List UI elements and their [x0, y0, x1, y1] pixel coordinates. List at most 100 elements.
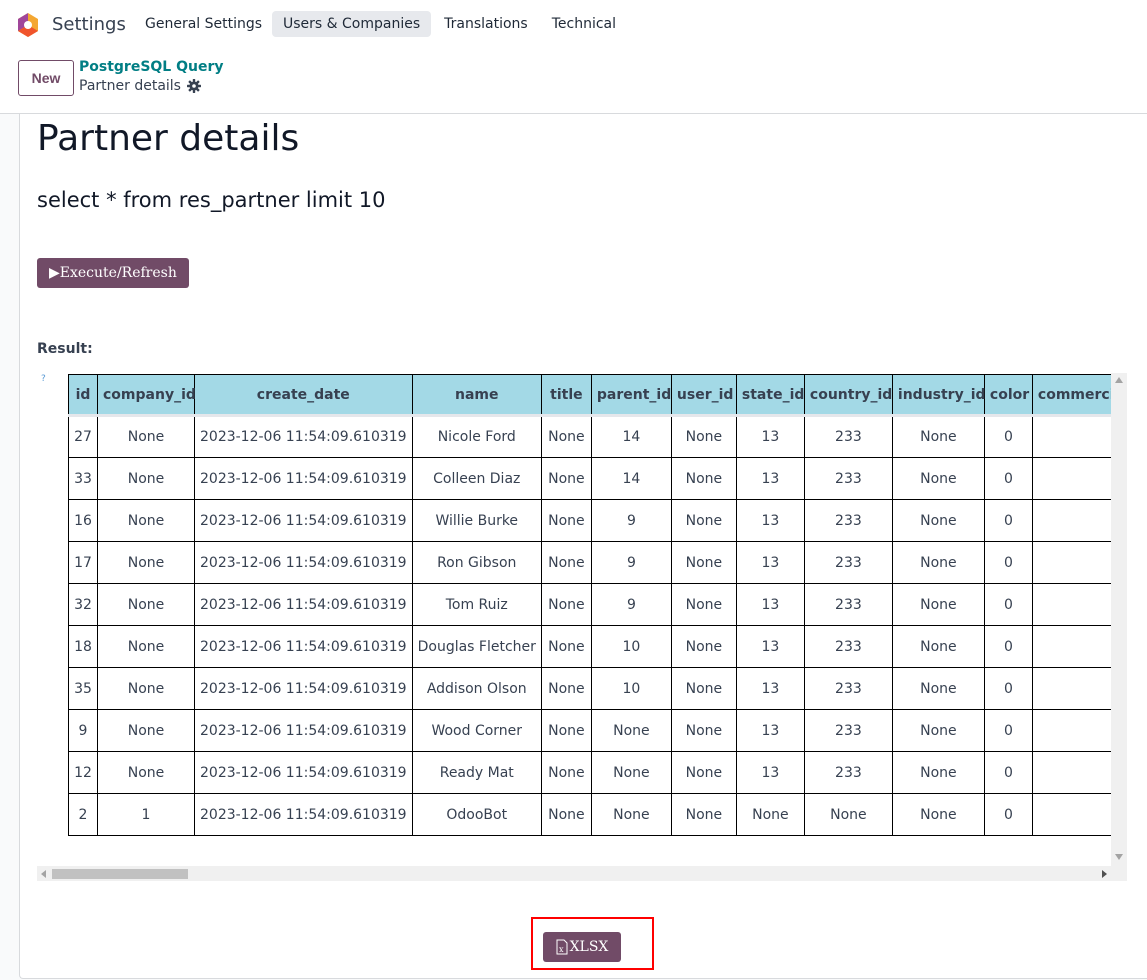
cell-id: 32 — [68, 583, 98, 626]
cell-id: 12 — [68, 751, 98, 794]
column-header-parent_id[interactable]: parent_id — [590, 374, 672, 417]
cell-country_id: 233 — [803, 541, 893, 584]
cell-user_id: None — [670, 709, 737, 752]
cell-industry_id: None — [891, 709, 985, 752]
cell-parent_id: None — [590, 709, 672, 752]
cell-industry_id: None — [891, 457, 985, 500]
scroll-left-arrow-icon[interactable] — [41, 870, 46, 878]
column-header-country_id[interactable]: country_id — [803, 374, 893, 417]
page-title: Partner details — [37, 118, 300, 159]
cell-state_id: 13 — [735, 541, 805, 584]
cell-title: None — [540, 751, 592, 794]
table-row: 18 None 2023-12-06 11:54:09.610319 Douglas … — [68, 625, 1111, 668]
cell-user_id: None — [670, 457, 737, 500]
cell-state_id: 13 — [735, 709, 805, 752]
column-header-id[interactable]: id — [68, 374, 98, 417]
cell-parent_id: 14 — [590, 457, 672, 500]
cell-create_date: 2023-12-06 11:54:09.610319 — [194, 457, 413, 500]
cell-user_id: None — [670, 499, 737, 542]
cell-id: 27 — [68, 415, 98, 458]
scroll-up-arrow-icon[interactable] — [1115, 377, 1123, 383]
column-header-commercial[interactable]: commercial_ — [1031, 374, 1111, 417]
scroll-down-arrow-icon[interactable] — [1115, 854, 1123, 860]
cell-commercial: 2 — [1031, 793, 1111, 836]
horizontal-scrollbar[interactable] — [37, 866, 1127, 881]
cell-create_date: 2023-12-06 11:54:09.610319 — [194, 709, 413, 752]
cell-name: Willie Burke — [411, 499, 542, 542]
help-tooltip-mark[interactable]: ? — [41, 374, 46, 384]
cell-color: 0 — [983, 625, 1033, 668]
column-header-color[interactable]: color — [983, 374, 1033, 417]
cell-state_id: None — [735, 793, 805, 836]
cell-state_id: 13 — [735, 667, 805, 710]
vertical-scrollbar[interactable] — [1111, 373, 1127, 866]
cell-country_id: 233 — [803, 499, 893, 542]
cell-id: 9 — [68, 709, 98, 752]
execute-label: Execute/Refresh — [59, 265, 177, 281]
cell-user_id: None — [670, 541, 737, 584]
cell-parent_id: 10 — [590, 667, 672, 710]
table-row: 32 None 2023-12-06 11:54:09.610319 Tom Ruiz… — [68, 583, 1111, 626]
svg-text:x: x — [559, 945, 564, 954]
cell-title: None — [540, 415, 592, 458]
execute-refresh-button[interactable]: ▶ Execute/Refresh — [37, 258, 189, 288]
cell-parent_id: 9 — [590, 583, 672, 626]
cell-create_date: 2023-12-06 11:54:09.610319 — [194, 541, 413, 584]
gear-icon[interactable] — [186, 79, 201, 93]
cell-user_id: None — [670, 751, 737, 794]
column-header-industry_id[interactable]: industry_id — [891, 374, 986, 417]
cell-state_id: 13 — [735, 751, 805, 794]
cell-country_id: 233 — [803, 709, 893, 752]
cell-id: 18 — [68, 625, 98, 668]
cell-name: Ron Gibson — [411, 541, 542, 584]
scroll-right-arrow-icon[interactable] — [1102, 870, 1107, 878]
menu-translations[interactable]: Translations — [444, 16, 528, 32]
table-row: 17 None 2023-12-06 11:54:09.610319 Ron Gibs… — [68, 541, 1111, 584]
cell-commercial: 1 — [1031, 457, 1111, 500]
cell-id: 17 — [68, 541, 98, 584]
cell-company_id: None — [97, 625, 195, 668]
new-button[interactable]: New — [18, 60, 74, 96]
cell-user_id: None — [670, 793, 737, 836]
app-name[interactable]: Settings — [52, 14, 126, 35]
odoo-app-logo-icon[interactable] — [17, 13, 39, 37]
cell-industry_id: None — [891, 583, 985, 626]
cell-company_id: None — [97, 751, 195, 794]
breadcrumb-current: Partner details — [79, 78, 201, 94]
main-menu: General Settings Users & Companies Trans… — [145, 11, 629, 37]
cell-parent_id: None — [590, 751, 672, 794]
form-sheet: Partner details select * from res_partne… — [19, 114, 1147, 979]
cell-id: 33 — [68, 457, 98, 500]
cell-country_id: 233 — [803, 457, 893, 500]
column-header-name[interactable]: name — [411, 374, 542, 417]
cell-name: Ready Mat — [411, 751, 542, 794]
cell-parent_id: None — [590, 793, 672, 836]
cell-commercial: 9 — [1031, 499, 1111, 542]
column-header-user_id[interactable]: user_id — [670, 374, 737, 417]
cell-color: 0 — [983, 583, 1033, 626]
cell-company_id: None — [97, 415, 195, 458]
result-table-scroll[interactable]: id company_id create_date name title parent_i… — [37, 373, 1127, 881]
cell-name: Nicole Ford — [411, 415, 542, 458]
menu-users-companies[interactable]: Users & Companies — [272, 11, 432, 37]
cell-title: None — [540, 583, 592, 626]
cell-name: Colleen Diaz — [411, 457, 542, 500]
cell-id: 2 — [68, 793, 98, 836]
table-row: 27 None 2023-12-06 11:54:09.610319 Nicole F… — [68, 415, 1111, 458]
cell-name: OdooBot — [411, 793, 542, 836]
column-header-company_id[interactable]: company_id — [97, 374, 196, 417]
cell-name: Addison Olson — [411, 667, 542, 710]
cell-industry_id: None — [891, 415, 985, 458]
column-header-state_id[interactable]: state_id — [735, 374, 805, 417]
cell-parent_id: 9 — [590, 541, 672, 584]
table-row: 9 None 2023-12-06 11:54:09.610319 Wood Corn… — [68, 709, 1111, 752]
column-header-create_date[interactable]: create_date — [194, 374, 413, 417]
menu-general-settings[interactable]: General Settings — [145, 16, 263, 32]
breadcrumb-parent-link[interactable]: PostgreSQL Query — [79, 59, 224, 75]
horizontal-scroll-thumb[interactable] — [52, 869, 188, 879]
cell-industry_id: None — [891, 499, 985, 542]
cell-color: 0 — [983, 499, 1033, 542]
export-xlsx-button[interactable]: x XLSX — [543, 932, 621, 962]
menu-technical[interactable]: Technical — [551, 16, 617, 32]
column-header-title[interactable]: title — [540, 374, 592, 417]
